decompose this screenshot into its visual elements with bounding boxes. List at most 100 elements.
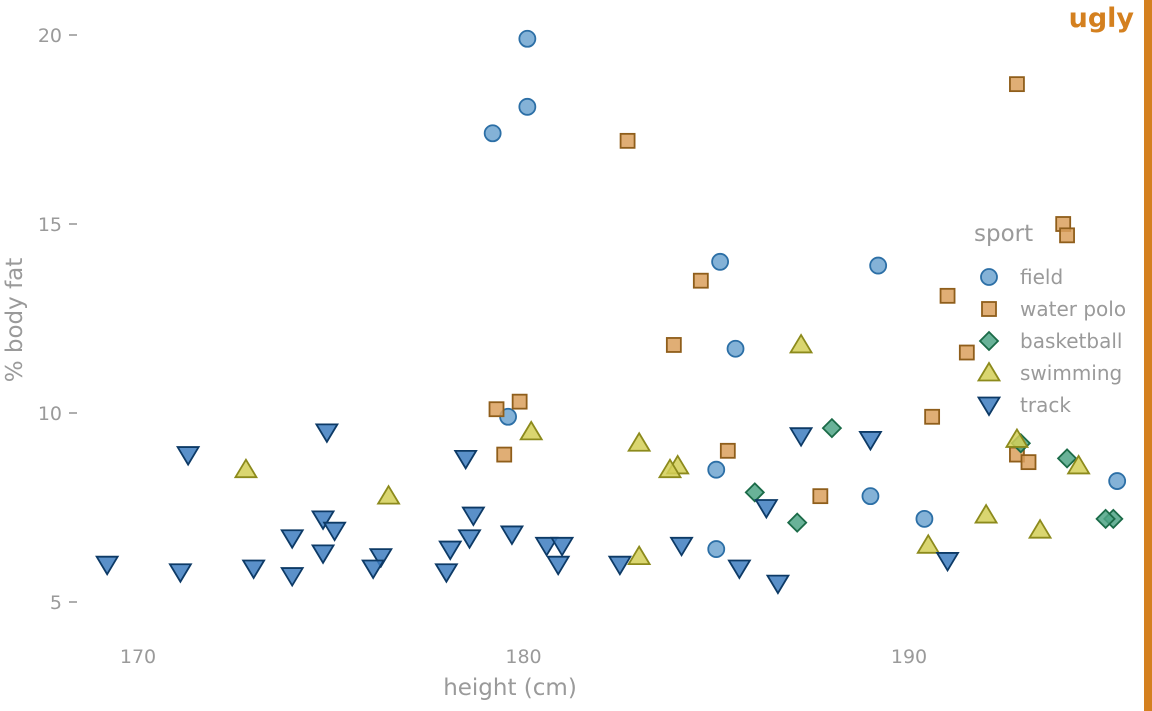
data-point (788, 333, 814, 354)
data-point (1027, 518, 1053, 539)
data-point (314, 423, 339, 444)
data-point (233, 457, 259, 479)
data-point (607, 555, 632, 576)
data-point (692, 272, 709, 289)
legend-item-basketball: basketball (978, 329, 1122, 353)
legend-title: sport (974, 221, 1033, 247)
data-point (869, 256, 888, 275)
legend-label: basketball (1020, 329, 1122, 353)
legend-item-track: track (976, 393, 1071, 417)
data-point (241, 559, 266, 580)
data-point (518, 97, 537, 116)
data-point (1095, 508, 1116, 530)
y-tick-label: 20 (38, 25, 62, 47)
y-tick-label: 5 (50, 592, 62, 614)
legend: sport field water polo basketball swimming t… (974, 221, 1126, 417)
legend-marker (978, 330, 1000, 352)
x-tick-label: 180 (505, 646, 541, 668)
data-point (861, 487, 880, 506)
data-point (280, 567, 305, 588)
data-point (488, 401, 505, 418)
data-point (280, 529, 305, 550)
data-point (1066, 454, 1091, 475)
data-point (1004, 427, 1030, 448)
x-axis-title: height (cm) (443, 675, 577, 701)
legend-item-field: field (980, 265, 1063, 289)
data-point (812, 488, 829, 505)
data-point (310, 510, 336, 531)
data-point (361, 559, 386, 580)
legend-label: track (1020, 393, 1071, 417)
data-point (368, 548, 393, 569)
data-point (974, 503, 999, 524)
data-point (939, 287, 956, 304)
y-axis-title: % body fat (2, 258, 28, 383)
data-point (483, 124, 502, 143)
data-point (707, 460, 726, 479)
data-point (534, 536, 559, 558)
data-point (665, 337, 682, 353)
series-water-polo (488, 76, 1075, 505)
data-point (1059, 227, 1075, 244)
legend-item-swimming: swimming (976, 361, 1122, 385)
legend-marker (976, 396, 1002, 417)
data-point (627, 544, 652, 566)
data-point (669, 536, 694, 558)
data-point (1009, 76, 1025, 93)
data-point (546, 555, 571, 576)
data-point (754, 499, 779, 520)
legend-marker (981, 301, 997, 317)
data-points (95, 29, 1127, 595)
data-point (711, 252, 730, 271)
legend-label: swimming (1020, 361, 1122, 385)
data-point (453, 449, 478, 471)
legend-label: field (1020, 265, 1063, 289)
series-field (483, 29, 1127, 558)
data-point (958, 344, 975, 361)
data-point (310, 544, 336, 565)
data-point (719, 442, 736, 459)
data-point (657, 457, 683, 479)
data-point (457, 529, 482, 550)
x-axis: 170180190200210 (120, 646, 927, 668)
data-point (727, 559, 752, 580)
data-point (821, 417, 843, 439)
data-point (744, 482, 766, 503)
data-point (549, 536, 575, 558)
legend-item-water-polo: water polo (981, 297, 1126, 321)
data-point (95, 555, 120, 576)
legend-marker (976, 361, 1002, 382)
data-point (1056, 448, 1078, 469)
data-point (788, 427, 814, 448)
data-point (935, 552, 960, 573)
stamp-label: ugly (1069, 3, 1135, 34)
series-swimming (233, 333, 1091, 566)
data-point (916, 533, 941, 554)
data-point (499, 525, 525, 546)
data-point (511, 393, 528, 410)
data-point (786, 512, 808, 533)
data-point (726, 339, 745, 358)
data-point (376, 484, 401, 505)
data-point (434, 563, 459, 584)
data-point (438, 540, 463, 561)
data-point (1020, 454, 1037, 471)
legend-marker (980, 268, 998, 286)
data-point (322, 521, 347, 542)
data-point (461, 506, 486, 527)
data-point (924, 408, 941, 425)
data-point (176, 446, 201, 467)
stamp-bar (1144, 0, 1152, 711)
data-point (915, 509, 934, 528)
data-point (619, 132, 636, 149)
data-point (518, 29, 537, 48)
x-tick-label: 190 (891, 646, 927, 668)
data-point (707, 540, 726, 558)
y-tick-label: 15 (38, 214, 62, 236)
data-point (1108, 472, 1127, 490)
legend-label: water polo (1020, 297, 1126, 321)
series-track (95, 423, 960, 595)
data-point (519, 420, 544, 441)
